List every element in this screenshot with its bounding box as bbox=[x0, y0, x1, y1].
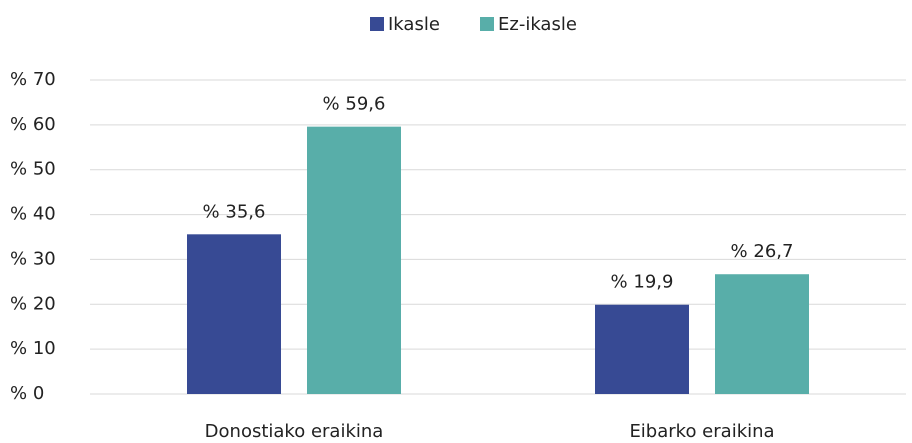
y-tick-label: % 40 bbox=[10, 204, 56, 225]
value-label: % 19,9 bbox=[611, 272, 674, 293]
y-tick-label: % 0 bbox=[10, 383, 44, 404]
legend-swatch bbox=[370, 17, 384, 31]
legend-label: Ikasle bbox=[388, 14, 440, 35]
bar bbox=[595, 304, 689, 394]
x-tick-label: Eibarko eraikina bbox=[629, 421, 774, 439]
legend-swatch bbox=[480, 17, 494, 31]
value-label: % 59,6 bbox=[323, 94, 386, 115]
x-tick-label: Donostiako eraikina bbox=[205, 421, 384, 439]
bar bbox=[187, 234, 281, 394]
bar bbox=[307, 126, 401, 394]
value-label: % 26,7 bbox=[731, 241, 794, 262]
bar bbox=[715, 274, 809, 394]
legend-label: Ez-ikasle bbox=[498, 14, 577, 35]
y-tick-label: % 60 bbox=[10, 114, 56, 135]
value-label: % 35,6 bbox=[203, 201, 266, 222]
y-tick-label: % 50 bbox=[10, 159, 56, 180]
y-tick-label: % 30 bbox=[10, 248, 56, 269]
y-tick-label: % 10 bbox=[10, 338, 56, 359]
y-tick-label: % 70 bbox=[10, 69, 56, 90]
y-tick-label: % 20 bbox=[10, 293, 56, 314]
